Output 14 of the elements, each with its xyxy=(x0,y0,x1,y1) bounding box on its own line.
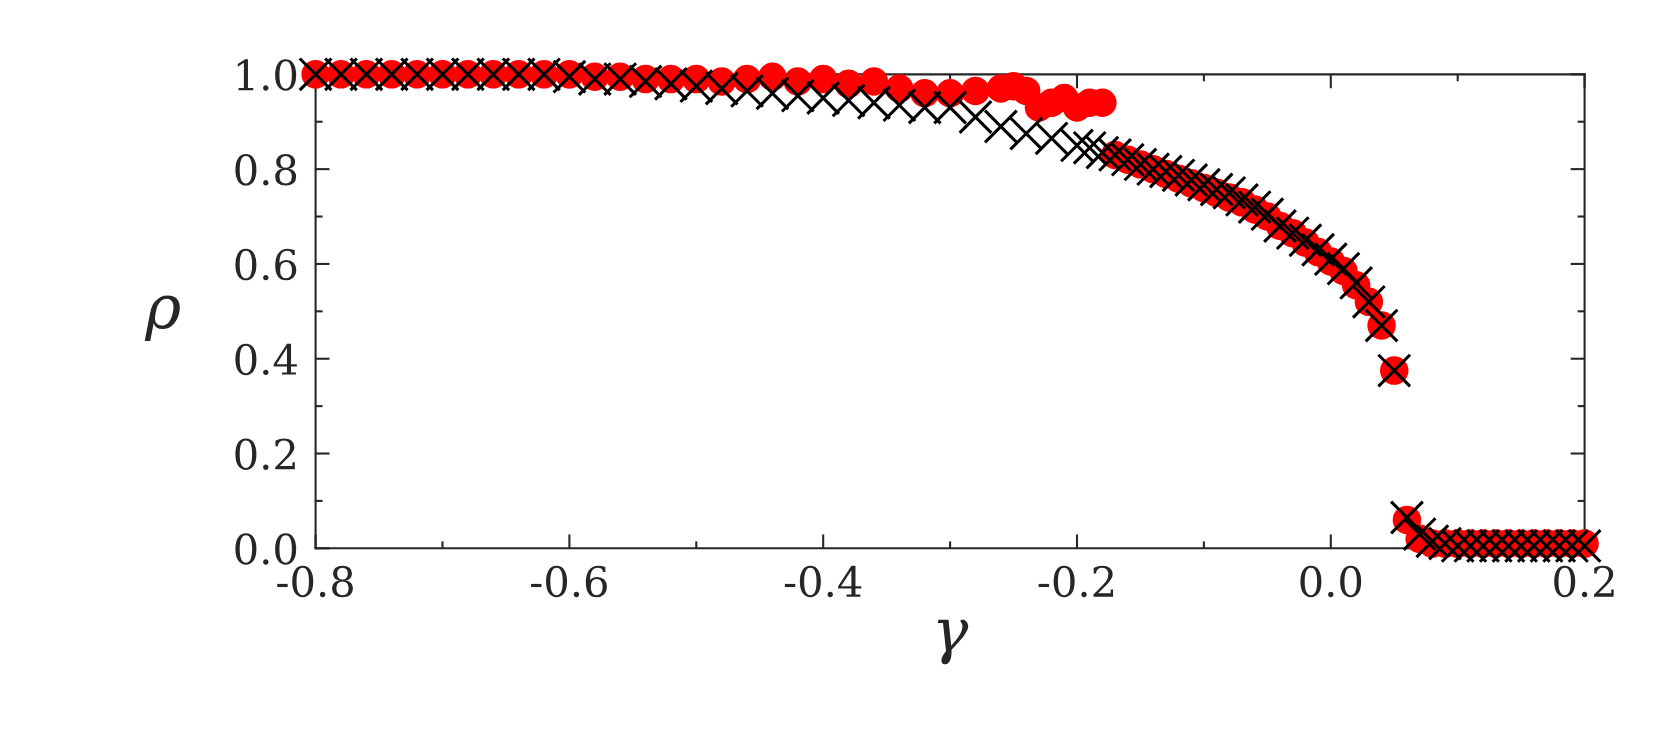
y-tick-label: 0.6 xyxy=(235,248,297,281)
y-tick-label: 0.0 xyxy=(235,533,297,565)
y-tick-label: 0.8 xyxy=(235,154,297,186)
x-tick-label: -0.2 xyxy=(1038,565,1114,598)
y-tick-label: 0.4 xyxy=(235,343,297,376)
x-axis-title: γ xyxy=(937,619,969,665)
x-tick-label: -0.6 xyxy=(531,565,607,598)
x-tick-label: -0.8 xyxy=(277,565,353,598)
y-tick-label: 0.2 xyxy=(235,438,295,470)
y-tick-label: 1.0 xyxy=(237,59,297,91)
x-tick-label: 0.0 xyxy=(1300,565,1362,598)
x-tick-label: -0.4 xyxy=(784,565,862,598)
x-tick-label: 0.2 xyxy=(1554,565,1614,598)
y-axis-title: ρ xyxy=(144,295,180,341)
